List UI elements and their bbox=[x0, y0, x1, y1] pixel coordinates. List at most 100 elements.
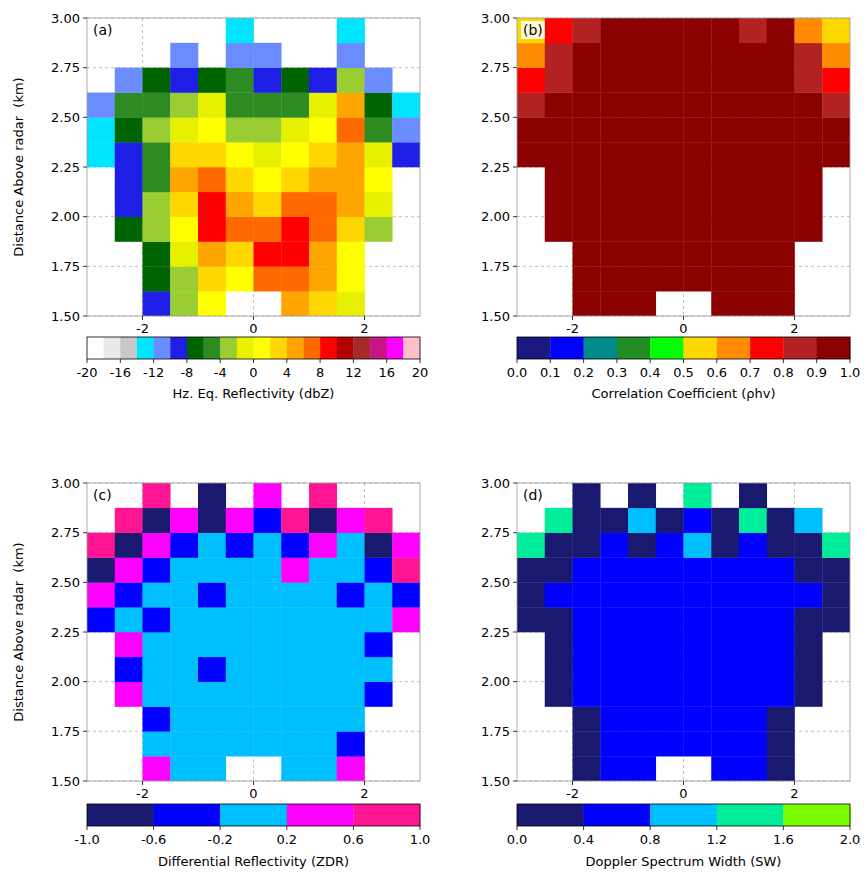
cell bbox=[628, 142, 656, 167]
cell bbox=[545, 167, 573, 192]
tick bbox=[83, 483, 87, 484]
cell bbox=[309, 558, 337, 583]
cell bbox=[711, 142, 739, 167]
cell bbox=[600, 192, 628, 217]
cell bbox=[684, 142, 712, 167]
colorbar-swatch bbox=[517, 804, 584, 826]
tick-label: -2 bbox=[566, 786, 579, 801]
cell bbox=[226, 607, 254, 632]
tick-label: -2 bbox=[566, 321, 579, 336]
cell bbox=[739, 607, 767, 632]
tick-label: 2.50 bbox=[481, 575, 510, 590]
tick-label: -2 bbox=[136, 786, 149, 801]
cell bbox=[198, 707, 226, 732]
cell bbox=[87, 582, 115, 607]
cell bbox=[795, 582, 823, 607]
cell bbox=[684, 217, 712, 242]
axis-title: Distance Above radar (km) bbox=[11, 542, 26, 721]
cell bbox=[254, 657, 282, 682]
cell bbox=[198, 167, 226, 192]
colorbar-tick-label: 12 bbox=[345, 365, 362, 380]
cell bbox=[254, 682, 282, 707]
cell bbox=[309, 68, 337, 93]
tick bbox=[513, 316, 517, 317]
colorbar-swatch bbox=[353, 337, 370, 359]
colorbar-tick bbox=[120, 359, 121, 363]
cell bbox=[87, 533, 115, 558]
tick bbox=[513, 582, 517, 583]
colorbar-tick-label: 0.1 bbox=[540, 365, 561, 380]
cell bbox=[309, 217, 337, 242]
cell bbox=[198, 68, 226, 93]
colorbar-swatch bbox=[137, 337, 154, 359]
colorbar-tick bbox=[783, 359, 784, 363]
tick-label: 1.75 bbox=[481, 259, 510, 274]
cell bbox=[573, 18, 601, 43]
cell bbox=[281, 192, 309, 217]
cell bbox=[170, 167, 198, 192]
colorbar-tick bbox=[683, 359, 684, 363]
colorbar-tick-label: 16 bbox=[378, 365, 395, 380]
colorbar-swatch bbox=[220, 337, 237, 359]
cell bbox=[767, 266, 795, 291]
cell bbox=[767, 217, 795, 242]
tick-label: 2.00 bbox=[481, 674, 510, 689]
colorbar-tick bbox=[87, 826, 88, 830]
cell bbox=[254, 508, 282, 533]
cell bbox=[226, 558, 254, 583]
cell bbox=[517, 533, 545, 558]
cell bbox=[143, 93, 171, 118]
cell bbox=[795, 192, 823, 217]
colorbar-tick bbox=[583, 359, 584, 363]
cell bbox=[628, 167, 656, 192]
cell bbox=[628, 731, 656, 756]
cell bbox=[309, 483, 337, 508]
cell bbox=[628, 582, 656, 607]
cell bbox=[628, 632, 656, 657]
cell bbox=[226, 707, 254, 732]
cell bbox=[628, 242, 656, 267]
cell bbox=[684, 167, 712, 192]
cell bbox=[281, 756, 309, 781]
cell bbox=[337, 508, 365, 533]
cell bbox=[281, 167, 309, 192]
cell bbox=[281, 731, 309, 756]
cell bbox=[684, 533, 712, 558]
cell bbox=[545, 558, 573, 583]
cell bbox=[545, 632, 573, 657]
cell bbox=[656, 657, 684, 682]
grid bbox=[517, 18, 850, 316]
cell bbox=[711, 192, 739, 217]
cell bbox=[143, 731, 171, 756]
cell bbox=[573, 607, 601, 632]
axis-title: Distance Above radar (km) bbox=[11, 77, 26, 256]
colorbar-tick bbox=[716, 359, 717, 363]
cell bbox=[392, 117, 420, 142]
cell bbox=[309, 657, 337, 682]
tick bbox=[513, 781, 517, 782]
cell bbox=[365, 508, 393, 533]
colorbar-tick bbox=[153, 359, 154, 363]
panel: -2021.501.752.002.252.502.753.00(b)0.00.… bbox=[481, 11, 860, 402]
colorbar-tick bbox=[716, 826, 717, 830]
cell bbox=[365, 117, 393, 142]
tick bbox=[83, 316, 87, 317]
cell bbox=[226, 117, 254, 142]
colorbar-tick-label: -20 bbox=[76, 365, 97, 380]
cell bbox=[170, 756, 198, 781]
tick bbox=[83, 117, 87, 118]
tick bbox=[513, 117, 517, 118]
cell bbox=[226, 731, 254, 756]
cell bbox=[226, 18, 254, 43]
cell bbox=[198, 657, 226, 682]
cell bbox=[115, 582, 143, 607]
cell bbox=[198, 558, 226, 583]
panel-label: (d) bbox=[523, 487, 543, 503]
colorbar-tick-label: 20 bbox=[412, 365, 429, 380]
cell bbox=[87, 142, 115, 167]
colorbar-frame bbox=[87, 337, 420, 359]
cell bbox=[795, 533, 823, 558]
cell bbox=[365, 142, 393, 167]
colorbar-swatch bbox=[204, 337, 221, 359]
cell bbox=[573, 632, 601, 657]
